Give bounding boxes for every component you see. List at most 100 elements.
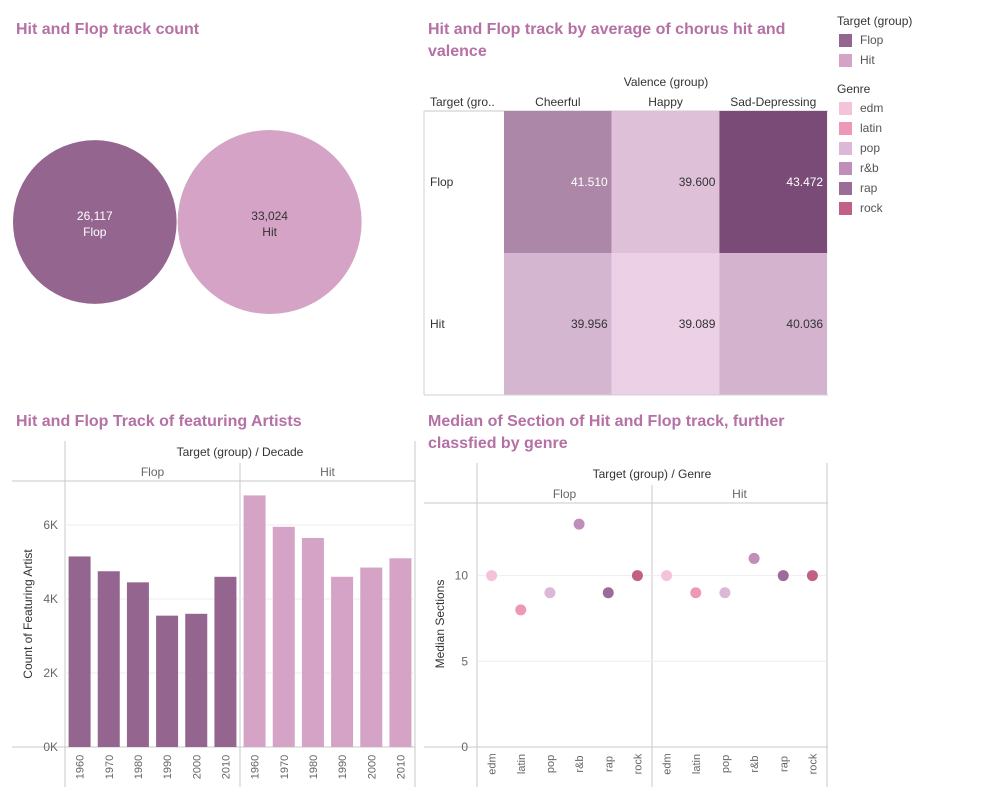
- scatter-ytick-label: 0: [461, 740, 468, 754]
- legend-swatch-latin: [839, 121, 852, 135]
- scatter-y-axis-label: Median Sections: [433, 580, 447, 669]
- legend-swatch-pop: [839, 141, 852, 155]
- bar-flop-1980[interactable]: [126, 582, 149, 747]
- legend-item-hit[interactable]: Hit: [837, 50, 997, 70]
- bar-pane-label-hit: Hit: [320, 465, 335, 479]
- bar-xtick-label: 2010: [220, 755, 232, 779]
- bar-y-axis-label: Count of Featuring Artist: [21, 549, 35, 679]
- legend-swatch-hit: [839, 53, 852, 67]
- scatter-point-flop-latin[interactable]: [515, 604, 527, 616]
- bar-flop-1960[interactable]: [68, 556, 91, 747]
- bar-pane-label-flop: Flop: [141, 465, 165, 479]
- bar-xtick-label: 1980: [133, 755, 145, 779]
- bar-ytick-label: 2K: [43, 666, 58, 680]
- legend-panel: Target (group) Flop Hit Genre edm latin …: [837, 14, 997, 230]
- bar-hit-2000[interactable]: [360, 567, 383, 747]
- heatmap-value-flop-cheerful: 41.510: [571, 175, 608, 189]
- heatmap-cell-hit-happy[interactable]: [611, 253, 720, 395]
- bar-xtick-label: 2010: [395, 755, 407, 779]
- scatter-xtick-label: rock: [807, 753, 819, 774]
- heatmap-col-label-happy: Happy: [648, 95, 683, 109]
- legend-label-latin: latin: [860, 121, 883, 135]
- legend-swatch-rock: [839, 201, 852, 215]
- bar-hit-1980[interactable]: [301, 537, 324, 747]
- bubble-hit[interactable]: [177, 130, 362, 314]
- heatmap-value-hit-happy: 39.089: [679, 317, 716, 331]
- bar-ytick-label: 6K: [43, 518, 58, 532]
- scatter-point-hit-edm[interactable]: [661, 570, 673, 582]
- bubble-value-flop: 26,117: [77, 209, 113, 223]
- heatmap-row-label-hit: Hit: [430, 317, 445, 331]
- sections-title: Median of Section of Hit and Flop track,…: [428, 413, 785, 452]
- bar-xtick-label: 1990: [337, 755, 349, 779]
- legend-swatch-rap: [839, 181, 852, 195]
- bar-hit-1990[interactable]: [331, 576, 354, 747]
- bubble-label-hit: Hit: [262, 225, 277, 239]
- bar-flop-1970[interactable]: [97, 571, 120, 747]
- legend-label-pop: pop: [860, 141, 881, 155]
- legend-genre-title: Genre: [837, 82, 871, 96]
- scatter-point-hit-latin[interactable]: [690, 587, 702, 599]
- legend-item-rap[interactable]: rap: [837, 178, 997, 198]
- legend-target-list: Flop Hit: [837, 30, 997, 70]
- bar-hit-2010[interactable]: [389, 558, 412, 747]
- legend-label-rock: rock: [860, 201, 883, 215]
- bar-flop-2010[interactable]: [214, 576, 237, 747]
- bar-xtick-label: 1970: [104, 755, 116, 779]
- heatmap-col-label-cheerful: Cheerful: [535, 95, 580, 109]
- scatter-point-flop-edm[interactable]: [486, 570, 498, 582]
- legend-item-latin[interactable]: latin: [837, 118, 997, 138]
- heatmap-cell-flop-sad-depressing[interactable]: [719, 111, 828, 253]
- heatmap-cell-hit-sad-depressing[interactable]: [719, 253, 828, 395]
- scatter-xtick-label: edm: [487, 753, 499, 774]
- legend-target-title: Target (group): [837, 14, 913, 28]
- bar-xtick-label: 2000: [366, 755, 378, 779]
- scatter-xtick-label: r&b: [749, 755, 761, 772]
- bubble-label-flop: Flop: [83, 225, 107, 239]
- legend-item-edm[interactable]: edm: [837, 98, 997, 118]
- legend-item-flop[interactable]: Flop: [837, 30, 997, 50]
- legend-label-hit: Hit: [860, 53, 875, 67]
- scatter-point-flop-rap[interactable]: [602, 587, 614, 599]
- heatmap-row-header: Target (gro..: [430, 95, 495, 109]
- scatter-xtick-label: latin: [691, 754, 703, 774]
- legend-genre-list: edm latin pop r&b rap rock: [837, 98, 997, 218]
- bar-hit-1960[interactable]: [243, 495, 266, 747]
- bar-flop-1990[interactable]: [156, 615, 179, 747]
- scatter-xtick-label: latin: [516, 754, 528, 774]
- heatmap-value-flop-sad-depressing: 43.472: [786, 175, 823, 189]
- legend-swatch-flop: [839, 33, 852, 47]
- bar-hit-1970[interactable]: [272, 526, 295, 747]
- chorus-valence-title: Hit and Flop track by average of chorus …: [428, 21, 786, 60]
- scatter-point-hit-rock[interactable]: [806, 570, 818, 582]
- legend-item-rock[interactable]: rock: [837, 198, 997, 218]
- scatter-point-hit-rnb[interactable]: [748, 552, 760, 564]
- bar-ytick-label: 4K: [43, 592, 58, 606]
- scatter-xtick-label: rap: [778, 756, 790, 772]
- scatter-xtick-label: edm: [662, 753, 674, 774]
- heatmap-column-header: Valence (group): [624, 75, 709, 89]
- legend-label-flop: Flop: [860, 33, 884, 47]
- scatter-point-hit-pop[interactable]: [719, 587, 731, 599]
- heatmap-cell-hit-cheerful[interactable]: [504, 253, 612, 395]
- legend-label-rap: rap: [860, 181, 878, 195]
- heatmap-cell-flop-cheerful[interactable]: [504, 111, 612, 253]
- scatter-xtick-label: rap: [603, 756, 615, 772]
- scatter-point-flop-rock[interactable]: [631, 570, 643, 582]
- legend-label-edm: edm: [860, 101, 884, 115]
- bar-ytick-label: 0K: [43, 740, 58, 754]
- bar-flop-2000[interactable]: [185, 613, 208, 747]
- legend-swatch-edm: [839, 101, 852, 115]
- scatter-point-hit-rap[interactable]: [777, 570, 789, 582]
- bubble-flop[interactable]: [13, 140, 177, 304]
- scatter-point-flop-pop[interactable]: [544, 587, 556, 599]
- heatmap-cell-flop-happy[interactable]: [611, 111, 720, 253]
- legend-item-rnb[interactable]: r&b: [837, 158, 997, 178]
- legend-item-pop[interactable]: pop: [837, 138, 997, 158]
- scatter-xtick-label: pop: [720, 755, 732, 773]
- scatter-pane-label-flop: Flop: [553, 487, 577, 501]
- bubble-value-hit: 33,024: [251, 209, 288, 223]
- scatter-header: Target (group) / Genre: [593, 467, 712, 481]
- scatter-point-flop-rnb[interactable]: [573, 518, 585, 530]
